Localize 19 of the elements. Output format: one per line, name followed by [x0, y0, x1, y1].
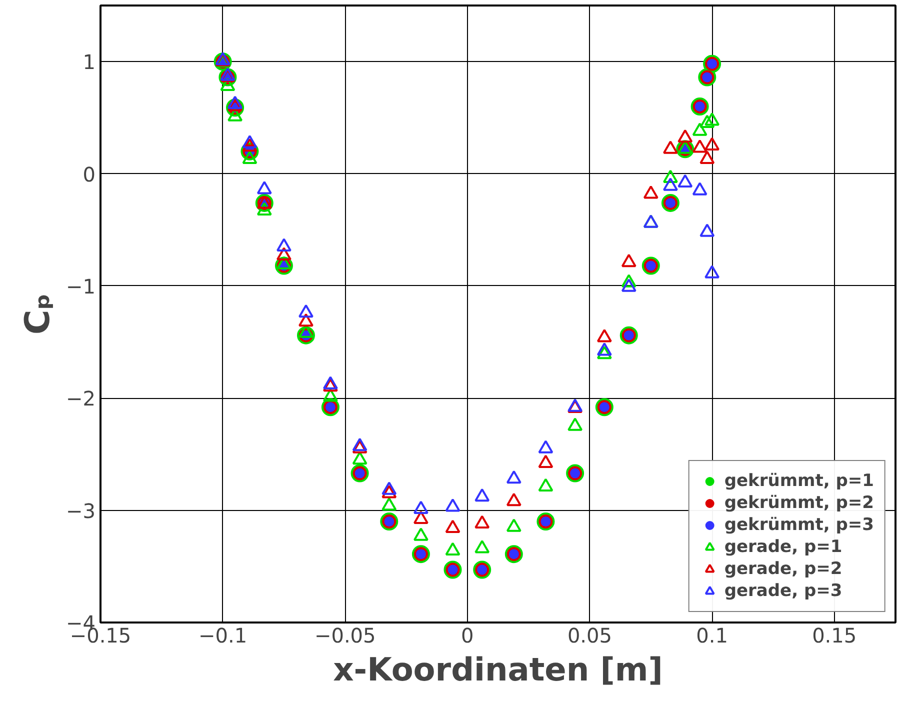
x-tick-label: −0.1 — [198, 624, 248, 648]
legend-label: gerade, p=1 — [724, 537, 842, 557]
x-tick-label: 0.05 — [567, 624, 612, 648]
y-tick-label: −2 — [66, 386, 96, 411]
y-tick-label: −1 — [66, 274, 96, 298]
x-tick-label: 0.1 — [696, 624, 728, 648]
x-tick-label: −0.05 — [314, 624, 376, 648]
y-tick-label: 0 — [82, 162, 96, 186]
x-tick-label: 0.15 — [812, 624, 857, 648]
legend-label: gekrümmt, p=1 — [724, 471, 874, 491]
x-axis-title: x-Koordinaten [m] — [333, 650, 663, 688]
y-axis-title: Cₚ — [18, 293, 58, 335]
x-tick-label: 0 — [461, 624, 474, 648]
legend-label: gekrümmt, p=2 — [724, 493, 874, 513]
legend-label: gekrümmt, p=3 — [724, 515, 874, 535]
y-tick-label: −3 — [66, 498, 96, 523]
legend-label: gerade, p=2 — [724, 559, 842, 579]
legend-label: gerade, p=3 — [724, 581, 842, 601]
y-tick-label: 1 — [82, 50, 96, 74]
